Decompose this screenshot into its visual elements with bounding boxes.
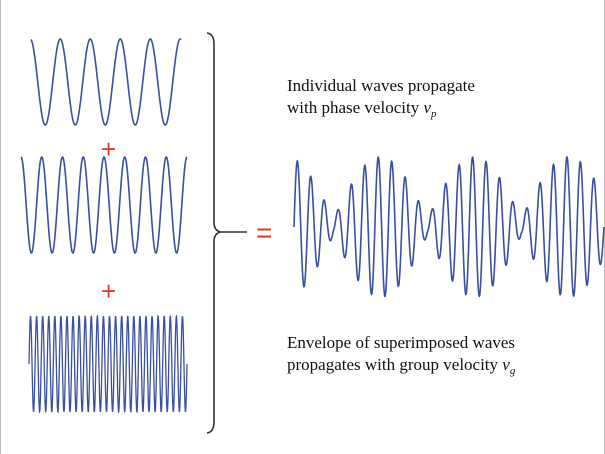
- phase-velocity-symbol: v: [423, 98, 431, 117]
- plus-sign-2: +: [101, 276, 117, 306]
- wave-3-curve: [28, 314, 188, 414]
- group-velocity-symbol: v: [502, 355, 510, 374]
- phase-caption-line-1: Individual waves propagate: [287, 76, 475, 95]
- plus-sign-1: +: [101, 134, 117, 164]
- superposition-curve: [293, 156, 605, 298]
- wave-1-curve: [30, 38, 182, 126]
- phase-velocity-subscript: p: [431, 108, 437, 120]
- group-velocity-caption: Envelope of superimposed waves propagate…: [287, 332, 587, 378]
- wave-2-curve: [20, 156, 188, 254]
- group-velocity-subscript: g: [509, 365, 516, 377]
- group-caption-line-1: Envelope of superimposed waves: [287, 333, 516, 352]
- phase-velocity-caption: Individual waves propagate with phase ve…: [287, 75, 587, 121]
- group-caption-prefix: propagates with group velocity: [287, 355, 503, 374]
- phase-caption-line-2: with phase velocity vp: [287, 97, 587, 121]
- phase-caption-prefix: with phase velocity: [287, 98, 424, 117]
- equals-sign: =: [256, 217, 273, 248]
- group-caption-line-2: propagates with group velocity vg: [287, 354, 587, 378]
- right-brace: [206, 32, 247, 434]
